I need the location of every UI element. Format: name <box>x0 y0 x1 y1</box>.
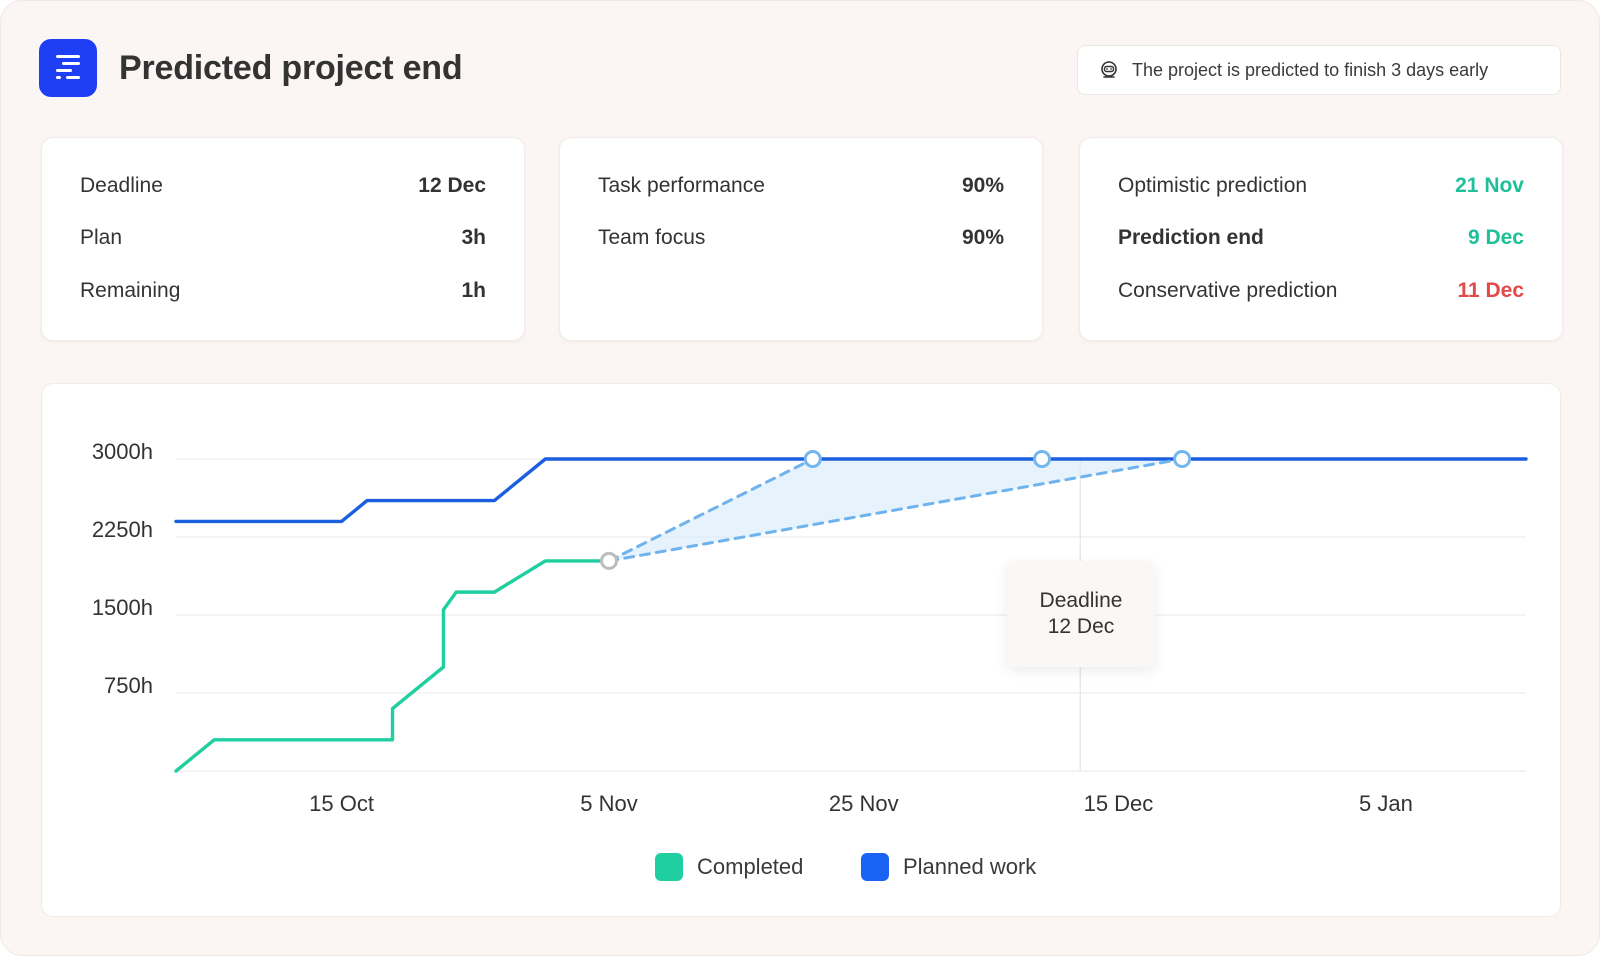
task-performance-value: 90% <box>961 174 1004 197</box>
deadline-value: 12 Dec <box>418 174 486 197</box>
legend-completed-swatch <box>655 853 683 881</box>
deadline-row: Deadline 12 Dec <box>80 171 486 201</box>
prediction-end-value: 9 Dec <box>1467 226 1524 249</box>
legend-planned-swatch <box>861 853 889 881</box>
legend-completed-label: Completed <box>697 854 804 879</box>
optimistic-prediction-value: 21 Nov <box>1455 174 1524 197</box>
x-tick-label: 5 Jan <box>1359 791 1413 816</box>
x-tick-label: 5 Nov <box>580 791 637 816</box>
legend-planned[interactable]: Planned work <box>861 851 1036 883</box>
team-focus-label: Team focus <box>598 226 706 249</box>
x-tick-label: 15 Oct <box>309 791 374 816</box>
planned-work-line <box>174 457 1528 524</box>
optimistic-prediction-row: Optimistic prediction 21 Nov <box>1118 171 1524 201</box>
prediction-status-banner: The project is predicted to finish 3 day… <box>1077 45 1561 95</box>
deadline-card: Deadline 12 Dec Plan 3h Remaining 1h <box>41 137 525 341</box>
plan-row: Plan 3h <box>80 223 486 253</box>
y-tick-label: 750h <box>104 673 153 698</box>
prediction-card: Optimistic prediction 21 Nov Prediction … <box>1079 137 1563 341</box>
prediction-end-row: Prediction end 9 Dec <box>1118 223 1524 253</box>
remaining-label: Remaining <box>80 279 181 302</box>
deadline-label: Deadline <box>80 174 163 197</box>
conservative-prediction-row: Conservative prediction 11 Dec <box>1118 276 1524 306</box>
plan-label: Plan <box>80 226 123 249</box>
prediction-marker <box>803 450 822 468</box>
deadline-tooltip: Deadline 12 Dec <box>1007 561 1155 667</box>
conservative-prediction-label: Conservative prediction <box>1118 279 1338 302</box>
page-title: Predicted project end <box>119 49 463 87</box>
legend-completed[interactable]: Completed <box>655 851 803 883</box>
tooltip-title: Deadline <box>1039 589 1123 612</box>
prediction-marker <box>1033 450 1052 468</box>
current-progress-marker <box>600 551 619 570</box>
team-focus-row: Team focus 90% <box>598 223 1004 253</box>
team-focus-value: 90% <box>961 226 1004 249</box>
task-performance-row: Task performance 90% <box>598 171 1004 201</box>
x-tick-label: 25 Nov <box>829 791 899 816</box>
y-tick-label: 1500h <box>92 595 153 620</box>
remaining-row: Remaining 1h <box>80 276 486 306</box>
tooltip-date: 12 Dec <box>1047 615 1115 638</box>
task-performance-label: Task performance <box>598 174 765 197</box>
legend-planned-label: Planned work <box>903 854 1037 879</box>
performance-card: Task performance 90% Team focus 90% <box>559 137 1043 341</box>
robot-icon <box>1098 59 1120 81</box>
plan-value: 3h <box>461 226 486 249</box>
x-tick-label: 15 Dec <box>1084 791 1154 816</box>
prediction-status-text: The project is predicted to finish 3 day… <box>1132 59 1489 80</box>
optimistic-prediction-label: Optimistic prediction <box>1118 174 1308 197</box>
y-tick-label: 3000h <box>92 439 153 464</box>
prediction-end-label: Prediction end <box>1118 226 1264 249</box>
completed-line <box>174 559 611 773</box>
y-tick-label: 2250h <box>92 517 153 542</box>
conservative-prediction-value: 11 Dec <box>1457 279 1524 302</box>
conservative-prediction-line <box>607 457 1184 563</box>
timeline-icon <box>39 39 97 97</box>
prediction-marker <box>1173 450 1192 468</box>
remaining-value: 1h <box>461 279 486 302</box>
optimistic-prediction-line <box>607 457 815 563</box>
